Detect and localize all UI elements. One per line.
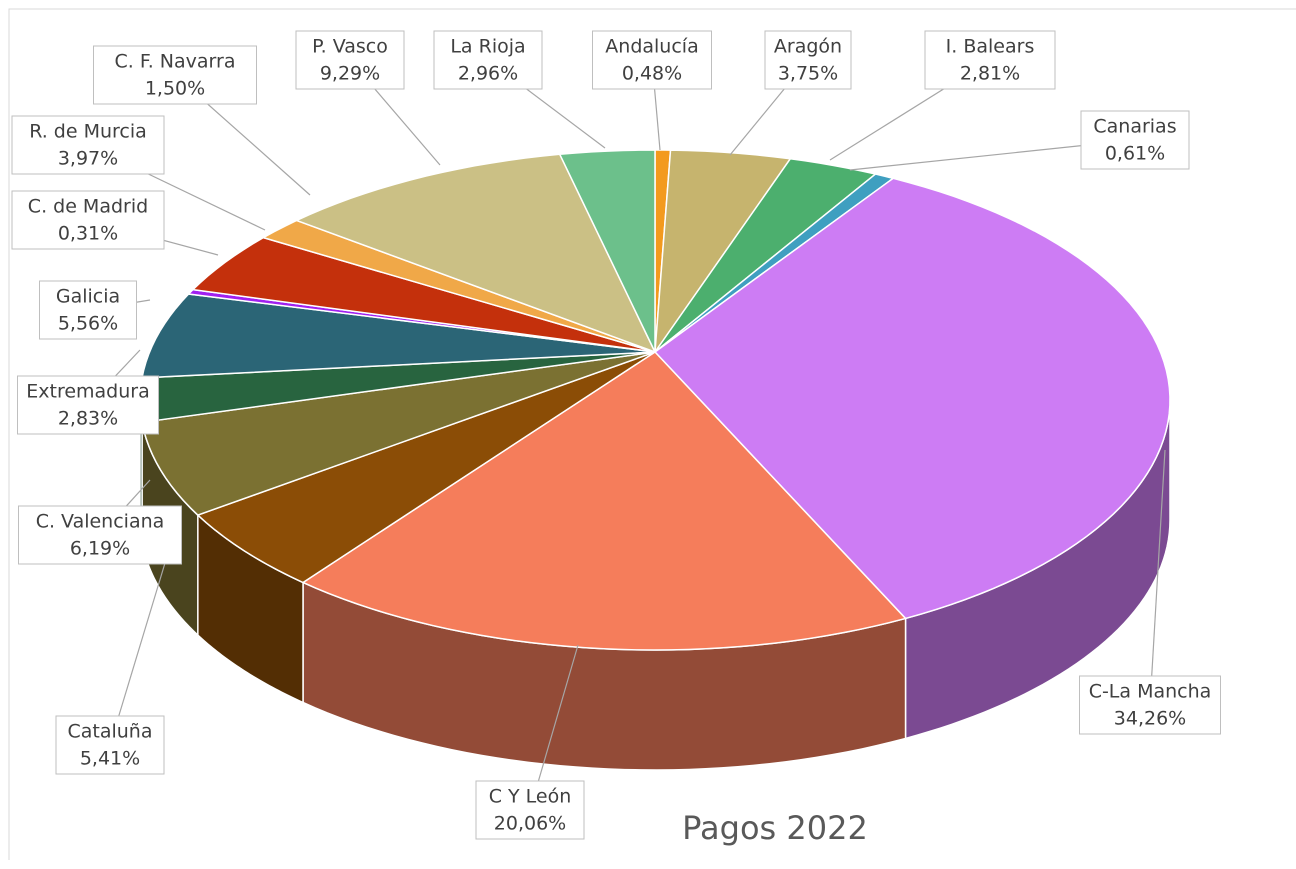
label-value: 9,29% [320, 63, 380, 85]
label-box [924, 30, 1056, 90]
pie-slice [654, 157, 878, 353]
label-box [1079, 675, 1221, 735]
label-name: La Rioja [450, 36, 525, 58]
label-box [17, 375, 159, 435]
pie-slice [654, 149, 792, 355]
label-box [11, 115, 165, 175]
label-value: 6,19% [70, 538, 130, 560]
label-box [11, 190, 165, 250]
label-name: Galicia [56, 286, 120, 308]
pie-slice [653, 177, 1171, 620]
label-name: C Y León [489, 786, 572, 808]
pie-slice [196, 351, 656, 584]
pie-slice [294, 153, 657, 354]
label-box [55, 715, 165, 775]
label-name: C. F. Navarra [115, 51, 236, 73]
leader-line [1149, 449, 1166, 706]
label-name: C. Valenciana [36, 511, 165, 533]
label-name: P. Vasco [312, 36, 388, 58]
label-value: 20,06% [494, 813, 566, 835]
label-box [18, 505, 182, 565]
label-name: Andalucía [605, 36, 698, 58]
pie-slice [141, 293, 656, 379]
label-name: Aragón [774, 36, 842, 58]
label-value: 5,41% [80, 748, 140, 770]
label-name: I. Balears [946, 36, 1035, 58]
label-name: C-La Mancha [1089, 681, 1212, 703]
chart-title: Pagos 2022 [682, 809, 868, 847]
label-box [295, 30, 405, 90]
label-value: 0,61% [1105, 143, 1165, 165]
label-value: 2,83% [58, 408, 118, 430]
label-name: R. de Murcia [29, 121, 147, 143]
label-value: 0,48% [622, 63, 682, 85]
label-value: 3,97% [58, 148, 118, 170]
label-box [764, 30, 852, 90]
pie-slice [558, 149, 656, 353]
label-box [39, 280, 137, 340]
label-value: 0,31% [58, 223, 118, 245]
label-name: C. de Madrid [28, 196, 148, 218]
label-name: Canarias [1093, 116, 1176, 138]
pie-slice [301, 351, 907, 651]
label-box [475, 780, 585, 840]
chart-frame [8, 8, 1296, 860]
label-name: Cataluña [67, 721, 152, 743]
pie [139, 149, 1171, 771]
label-value: 5,56% [58, 313, 118, 335]
label-name: Extremadura [26, 381, 150, 403]
label-box [433, 30, 543, 90]
label-box [592, 30, 712, 90]
label-box [1080, 110, 1190, 170]
label-value: 1,50% [145, 78, 205, 100]
label-value: 34,26% [1114, 708, 1186, 730]
label-value: 3,75% [778, 63, 838, 85]
pie-slice [191, 236, 656, 353]
label-box [93, 45, 257, 105]
label-value: 2,96% [458, 63, 518, 85]
label-value: 2,81% [960, 63, 1020, 85]
